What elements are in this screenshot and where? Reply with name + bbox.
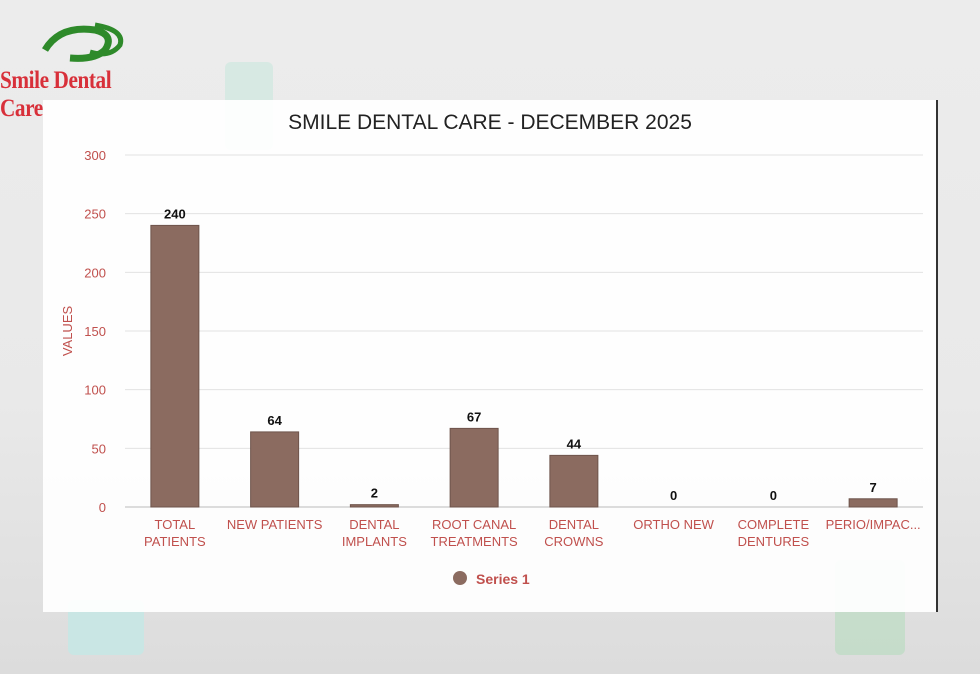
bar (848, 498, 898, 508)
data-label: 64 (267, 413, 282, 428)
x-tick-label: ORTHO NEW (633, 517, 714, 532)
y-tick-label: 300 (84, 148, 106, 163)
data-label: 7 (870, 480, 877, 495)
x-tick-label: DENTAL (349, 517, 399, 532)
logo-text: Smile Dental Care (0, 67, 112, 122)
data-label: 2 (371, 486, 378, 501)
x-tick-label: TOTAL (155, 517, 196, 532)
x-tick-label: IMPLANTS (342, 534, 407, 549)
bar (150, 224, 200, 508)
x-tick-label: CROWNS (544, 534, 604, 549)
bar (250, 431, 300, 508)
x-tick-label: PERIO/IMPAC... (826, 517, 921, 532)
chart-card: SMILE DENTAL CARE - DECEMBER 2025 VALUES… (43, 100, 938, 612)
x-tick-label: DENTAL (549, 517, 599, 532)
y-tick-label: 150 (84, 324, 106, 339)
data-label: 240 (164, 206, 186, 221)
logo: Smile Dental Care (0, 10, 180, 122)
data-label: 67 (467, 409, 481, 424)
x-tick-label: COMPLETE (738, 517, 810, 532)
legend-label[interactable]: Series 1 (476, 571, 530, 587)
logo-emblem-icon (41, 22, 124, 62)
data-label: 0 (770, 488, 777, 503)
x-tick-label: ROOT CANAL (432, 517, 516, 532)
x-tick-label: TREATMENTS (431, 534, 518, 549)
x-tick-label: NEW PATIENTS (227, 517, 323, 532)
bar-chart: SMILE DENTAL CARE - DECEMBER 2025 VALUES… (60, 111, 923, 587)
bar (549, 454, 599, 508)
y-tick-label: 0 (99, 500, 106, 515)
data-label: 0 (670, 488, 677, 503)
x-tick-label: DENTURES (738, 534, 810, 549)
y-tick-label: 200 (84, 265, 106, 280)
data-label: 44 (567, 436, 582, 451)
legend-marker (453, 571, 467, 585)
y-axis-label: VALUES (60, 306, 75, 357)
bar (449, 427, 499, 508)
x-tick-label: PATIENTS (144, 534, 206, 549)
y-tick-label: 100 (84, 383, 106, 398)
y-tick-label: 50 (92, 441, 106, 456)
bar (349, 504, 399, 508)
y-tick-label: 250 (84, 207, 106, 222)
chart-title: SMILE DENTAL CARE - DECEMBER 2025 (288, 111, 692, 134)
